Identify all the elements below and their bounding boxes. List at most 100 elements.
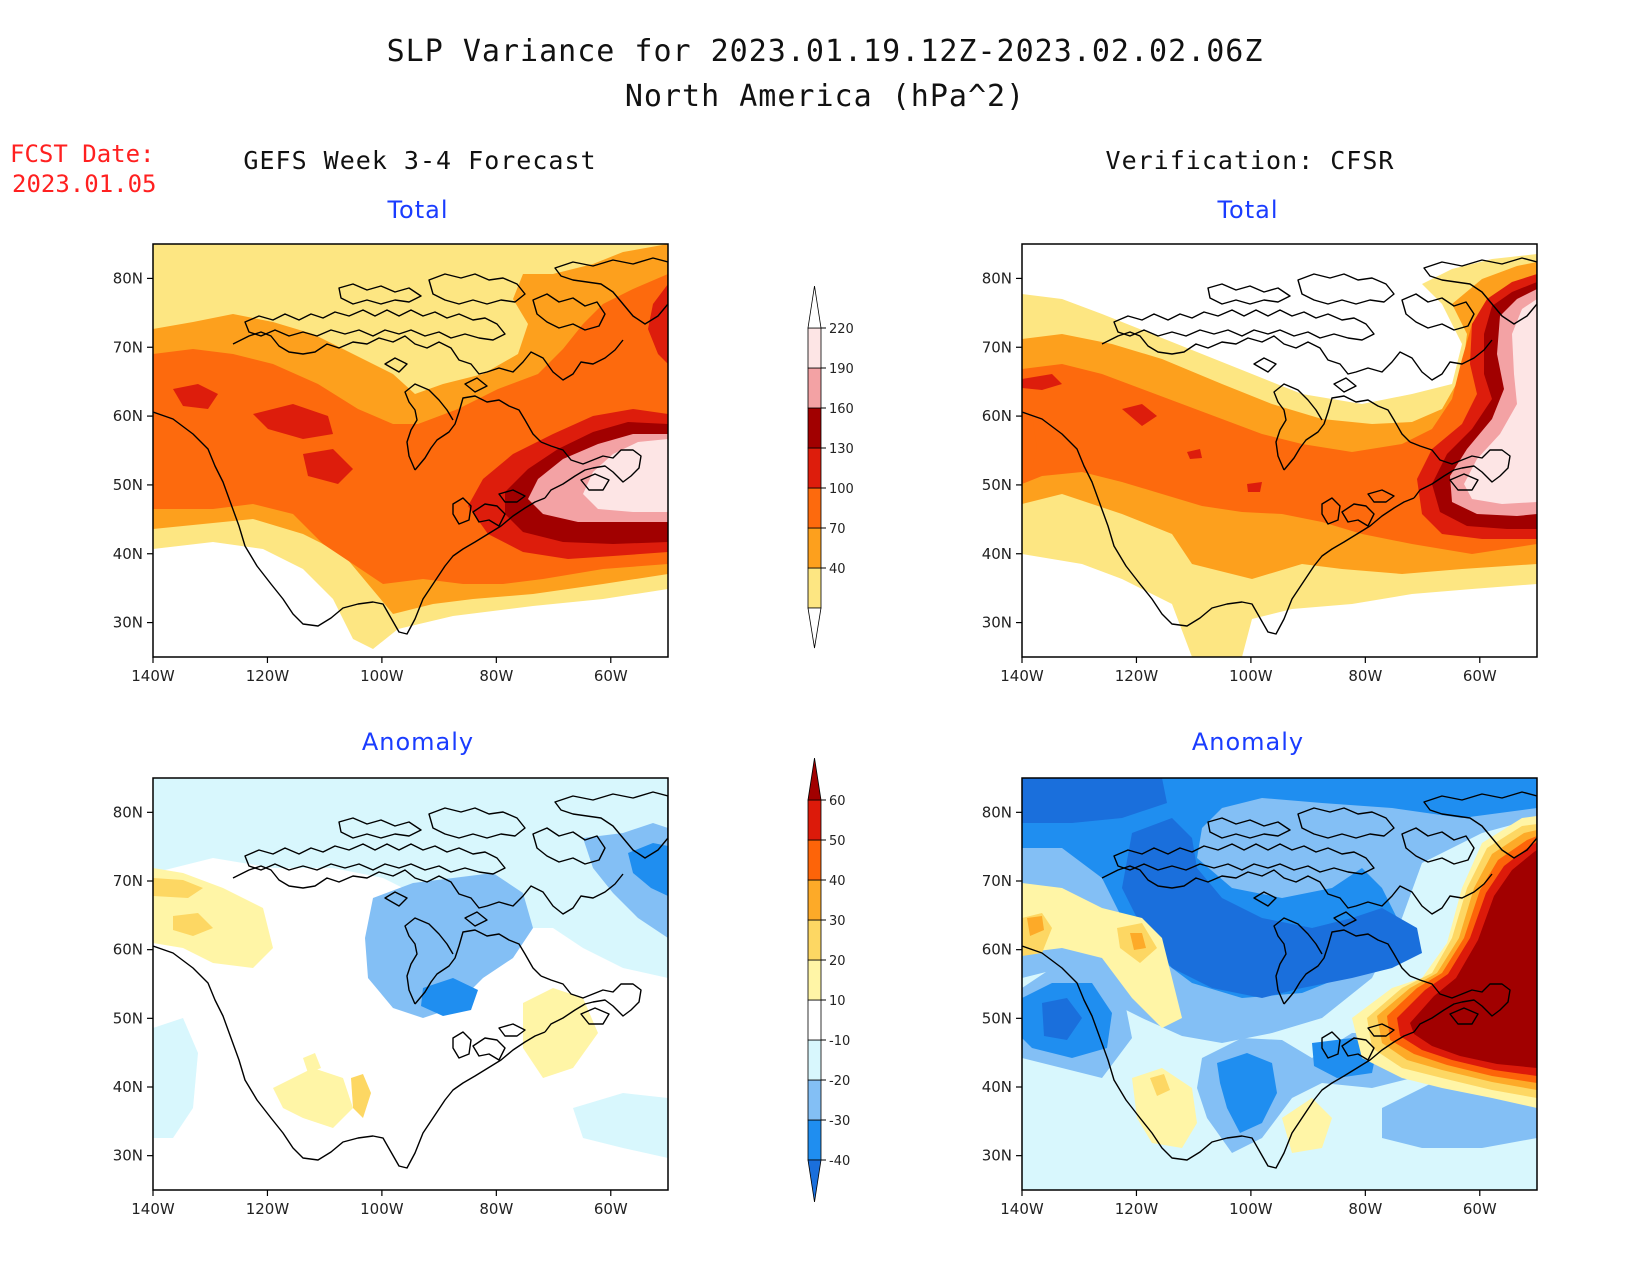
- fc-total-lat-tick-label: 30N: [113, 614, 143, 632]
- total-colorbar-label: 130: [829, 442, 854, 457]
- fc-total-lat-tick-label: 60N: [113, 407, 143, 425]
- vf-anom-lat-tick-label: 40N: [982, 1078, 1012, 1096]
- fc-total-lon-tick-label: 140W: [131, 667, 175, 685]
- anomaly-colorbar-label: -30: [829, 1114, 850, 1129]
- total-colorbar: 220 190 160 130 100 70 40: [807, 285, 854, 649]
- anomaly-colorbar-swatch: [807, 879, 822, 921]
- fc-total-lon-tick-label: 80W: [479, 667, 513, 685]
- anomaly-colorbar-label: 10: [829, 994, 846, 1009]
- fc-anom-frame: [152, 777, 669, 1191]
- vf-total-lon-tick-label: 80W: [1348, 667, 1382, 685]
- vf-total-subtitle: Total: [1216, 196, 1278, 224]
- anomaly-colorbar-swatch: [807, 839, 822, 881]
- anomaly-colorbar-label: 20: [829, 954, 846, 969]
- forecast-heading: GEFS Week 3-4 Forecast: [243, 146, 596, 175]
- fc-total-lat-tick-label: 50N: [113, 476, 143, 494]
- total-colorbar-swatch: [807, 327, 822, 369]
- total-colorbar-swatch: [807, 407, 822, 449]
- total-colorbar-label: 160: [829, 402, 854, 417]
- fc-total-lon-tick-label: 120W: [246, 667, 290, 685]
- fc-anom-lon-tick-label: 140W: [131, 1200, 175, 1218]
- total-colorbar-swatch: [807, 527, 822, 569]
- vf-anom-lat-tick-label: 80N: [982, 803, 1012, 821]
- fcst-date-label: FCST Date:: [10, 140, 155, 168]
- total-colorbar-swatch: [807, 367, 822, 409]
- fc-anom-lat-tick-label: 40N: [113, 1078, 143, 1096]
- vf-anom-lat-tick-label: 30N: [982, 1147, 1012, 1165]
- fc-anom-lat-tick-label: 60N: [113, 941, 143, 959]
- vf-anom-lat-tick-label: 50N: [982, 1009, 1012, 1027]
- total-colorbar-label: 40: [829, 562, 846, 577]
- vf-total-lon-tick-label: 100W: [1229, 667, 1273, 685]
- anomaly-colorbar-label: 50: [829, 834, 846, 849]
- vf-anom-lon-tick-label: 80W: [1348, 1200, 1382, 1218]
- vf-total-lat-tick-label: 60N: [982, 407, 1012, 425]
- fc-total-lat-tick-label: 40N: [113, 545, 143, 563]
- anomaly-colorbar-label: 60: [829, 794, 846, 809]
- total-colorbar-swatch: [807, 567, 822, 609]
- anomaly-colorbar-swatch: [807, 1119, 822, 1161]
- fc-anom-lat-tick-label: 50N: [113, 1009, 143, 1027]
- total-colorbar-label: 190: [829, 362, 854, 377]
- fc-total-frame: [152, 243, 669, 658]
- fc-anom-lon-tick-label: 100W: [360, 1200, 404, 1218]
- fc-total-lat-tick-label: 80N: [113, 269, 143, 287]
- figure-title-line1: SLP Variance for 2023.01.19.12Z-2023.02.…: [387, 34, 1264, 69]
- vf-anom-map: [1022, 778, 1537, 1190]
- vf-total-lat-tick-label: 30N: [982, 614, 1012, 632]
- anomaly-colorbar-label: 40: [829, 874, 846, 889]
- vf-total-lat-tick-label: 40N: [982, 545, 1012, 563]
- vf-total-lat-tick-label: 70N: [982, 338, 1012, 356]
- verification-heading: Verification: CFSR: [1106, 146, 1395, 175]
- vf-anom-lon-tick-label: 140W: [1000, 1200, 1044, 1218]
- anomaly-colorbar-swatch: [807, 1079, 822, 1121]
- fc-anom-lat-tick-label: 70N: [113, 872, 143, 890]
- total-colorbar-label: 220: [829, 322, 854, 337]
- anomaly-colorbar-swatch: [807, 1039, 822, 1081]
- vf-total-lat-tick-label: 80N: [982, 269, 1012, 287]
- vf-anom-lat-tick-label: 60N: [982, 941, 1012, 959]
- fc-anom-lon-tick-label: 120W: [246, 1200, 290, 1218]
- axis-ticks: 140W 120W 100W 80W 60W 80N 70N 60N 50N 40N 30N 140W…: [113, 269, 1497, 1218]
- vf-total-lon-tick-label: 60W: [1463, 667, 1497, 685]
- fc-total-lat-tick-label: 70N: [113, 338, 143, 356]
- anomaly-colorbar-swatch: [807, 919, 822, 961]
- total-colorbar-swatch: [807, 447, 822, 489]
- figure-title-line2: North America (hPa^2): [625, 79, 1025, 114]
- vf-anom-lat-tick-label: 70N: [982, 872, 1012, 890]
- total-colorbar-swatch: [807, 487, 822, 529]
- vf-total-lon-tick-label: 140W: [1000, 667, 1044, 685]
- vf-anom-lon-tick-label: 120W: [1115, 1200, 1159, 1218]
- vf-total-frame: [1021, 243, 1538, 658]
- fc-anom-lon-tick-label: 60W: [594, 1200, 628, 1218]
- fc-anom-lat-tick-label: 80N: [113, 803, 143, 821]
- vf-anom-subtitle: Anomaly: [1192, 728, 1304, 756]
- fc-total-lon-tick-label: 60W: [594, 667, 628, 685]
- vf-total-map: [1022, 244, 1537, 657]
- fc-anom-subtitle: Anomaly: [362, 728, 474, 756]
- fc-anom-lon-tick-label: 80W: [479, 1200, 513, 1218]
- total-colorbar-label: 70: [829, 522, 846, 537]
- fc-anom-lat-tick-label: 30N: [113, 1147, 143, 1165]
- fc-total-map: [153, 244, 668, 657]
- vf-anom-lon-tick-label: 100W: [1229, 1200, 1273, 1218]
- anomaly-colorbar-bottom-arrow: [807, 1159, 822, 1203]
- total-colorbar-top-arrow: [807, 285, 822, 329]
- anomaly-colorbar-label: -20: [829, 1074, 850, 1089]
- fc-anom-map: [153, 778, 668, 1190]
- anomaly-colorbar-swatch: [807, 799, 822, 841]
- anomaly-colorbar: 60 50 40 30 20 10 -10 -20 -30 -40: [807, 757, 850, 1203]
- fc-total-subtitle: Total: [386, 196, 448, 224]
- fcst-date-value: 2023.01.05: [12, 170, 157, 198]
- total-colorbar-label: 100: [829, 482, 854, 497]
- anomaly-colorbar-label: -10: [829, 1034, 850, 1049]
- anomaly-colorbar-swatch: [807, 959, 822, 1001]
- vf-anom-frame: [1021, 777, 1538, 1191]
- total-colorbar-bottom-arrow: [807, 607, 822, 649]
- anomaly-colorbar-swatch: [807, 999, 822, 1041]
- fc-total-lon-tick-label: 100W: [360, 667, 404, 685]
- anomaly-colorbar-label: -40: [829, 1154, 850, 1169]
- anomaly-colorbar-label: 30: [829, 914, 846, 929]
- vf-anom-lon-tick-label: 60W: [1463, 1200, 1497, 1218]
